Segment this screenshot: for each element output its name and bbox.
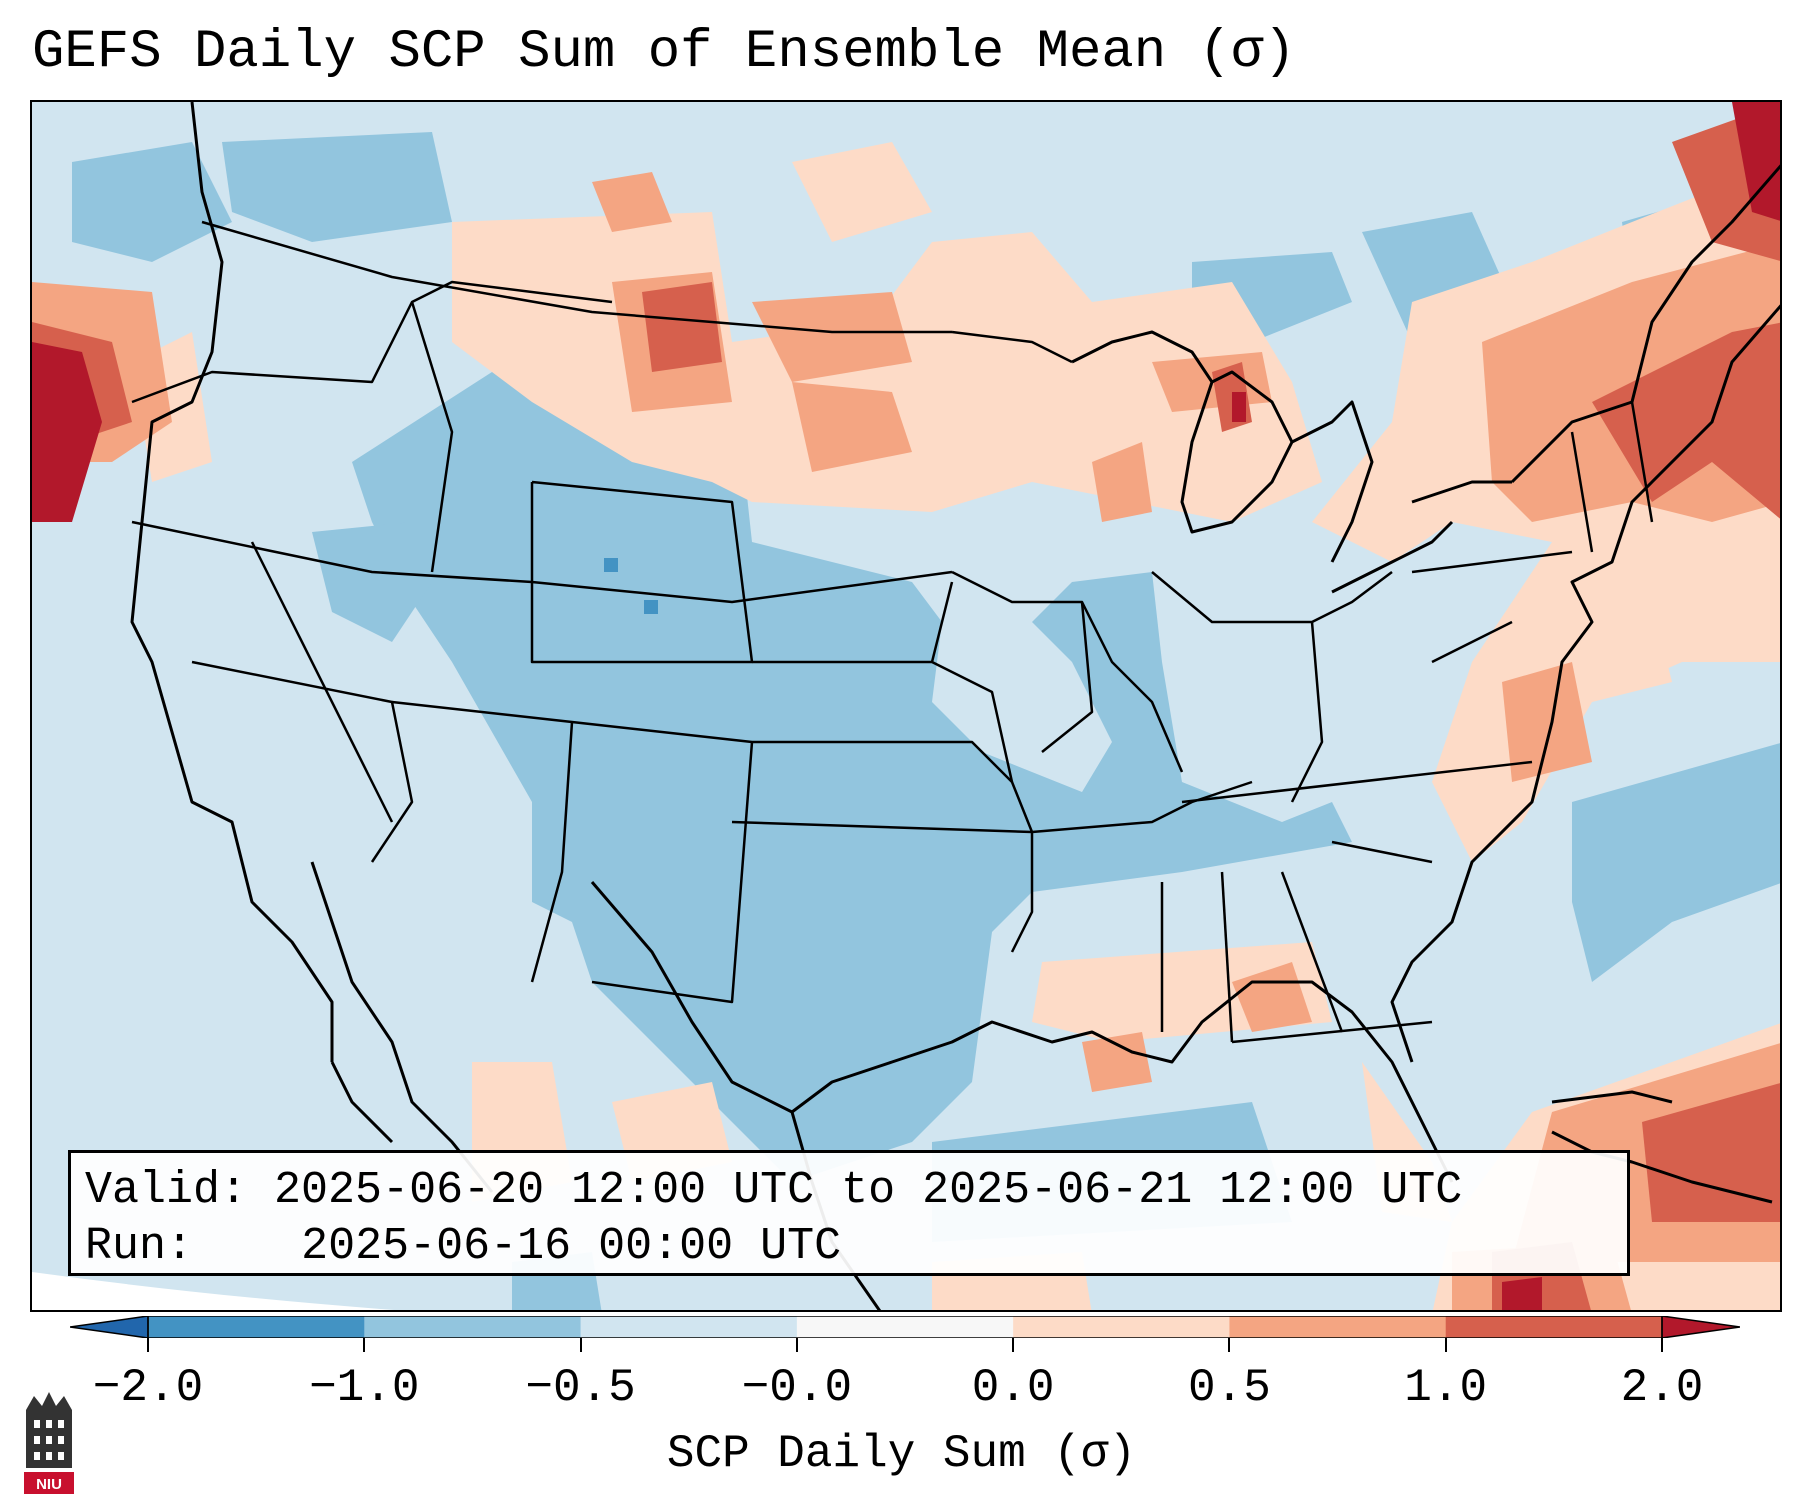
field-extreme-pos-regions [32, 102, 1780, 1310]
colorbar-tick-label: 0.5 [1188, 1362, 1271, 1414]
map-title: GEFS Daily SCP Sum of Ensemble Mean (σ) [32, 22, 1296, 83]
run-label: Run: [85, 1221, 194, 1272]
colorbar-tick-label: −0.0 [741, 1362, 853, 1414]
colorbar-bin [364, 1316, 582, 1338]
colorbar-tick-mark [147, 1338, 149, 1352]
colorbar-tick-label: 1.0 [1404, 1362, 1488, 1414]
projection-edge [32, 1272, 394, 1310]
colorbar-tick-label: −2.0 [92, 1362, 204, 1414]
valid-value: 2025-06-20 12:00 UTC to 2025-06-21 12:00… [274, 1165, 1463, 1216]
field-strong-neg [604, 558, 618, 572]
colorbar-outline [147, 1316, 1663, 1338]
colorbar-bin [580, 1316, 798, 1338]
colorbar-tick-mark [1444, 1338, 1447, 1352]
field-strong-neg [644, 600, 658, 614]
colorbar-segments [148, 1316, 1663, 1338]
map-panel [30, 100, 1782, 1312]
colorbar-tick-label: 2.0 [1620, 1362, 1704, 1414]
colorbar-tick-mark [1228, 1338, 1231, 1352]
valid-label: Valid: [85, 1165, 248, 1216]
colorbar-label: SCP Daily Sum (σ) [666, 1428, 1137, 1480]
colorbar-tick-label: −0.5 [525, 1362, 636, 1414]
colorbar-bin [796, 1316, 1014, 1338]
run-value: 2025-06-16 00:00 UTC [301, 1221, 842, 1272]
colorbar-tick-label: −1.0 [309, 1362, 420, 1414]
colorbar-bin [148, 1316, 365, 1338]
map-canvas [32, 102, 1780, 1310]
field-neg-regions [72, 132, 1780, 1310]
colorbar-under-arrow [70, 1316, 149, 1338]
colorbar-tick-mark [1012, 1338, 1015, 1352]
niu-logo-text: NIU [36, 1476, 62, 1493]
colorbar-tick-mark [1661, 1338, 1663, 1352]
colorbar-tick-label: 0.0 [971, 1362, 1055, 1414]
colorbar-tick-mark [363, 1338, 366, 1352]
state-borders [131, 220, 1654, 1044]
niu-logo-tower [26, 1392, 72, 1468]
colorbar-bin [1013, 1316, 1230, 1338]
colorbar-tick-mark [579, 1338, 582, 1352]
colorbar-bin [1229, 1316, 1447, 1338]
colorbar-bin [1445, 1316, 1663, 1338]
colorbar [70, 1316, 1740, 1338]
colorbar-over-arrow [1661, 1316, 1740, 1338]
colorbar-tick-mark [795, 1338, 798, 1352]
validity-box: Valid: 2025-06-20 12:00 UTC to 2025-06-2… [68, 1150, 1630, 1276]
niu-logo-badge [24, 1472, 74, 1494]
niu-logo: NIU [24, 1392, 74, 1494]
